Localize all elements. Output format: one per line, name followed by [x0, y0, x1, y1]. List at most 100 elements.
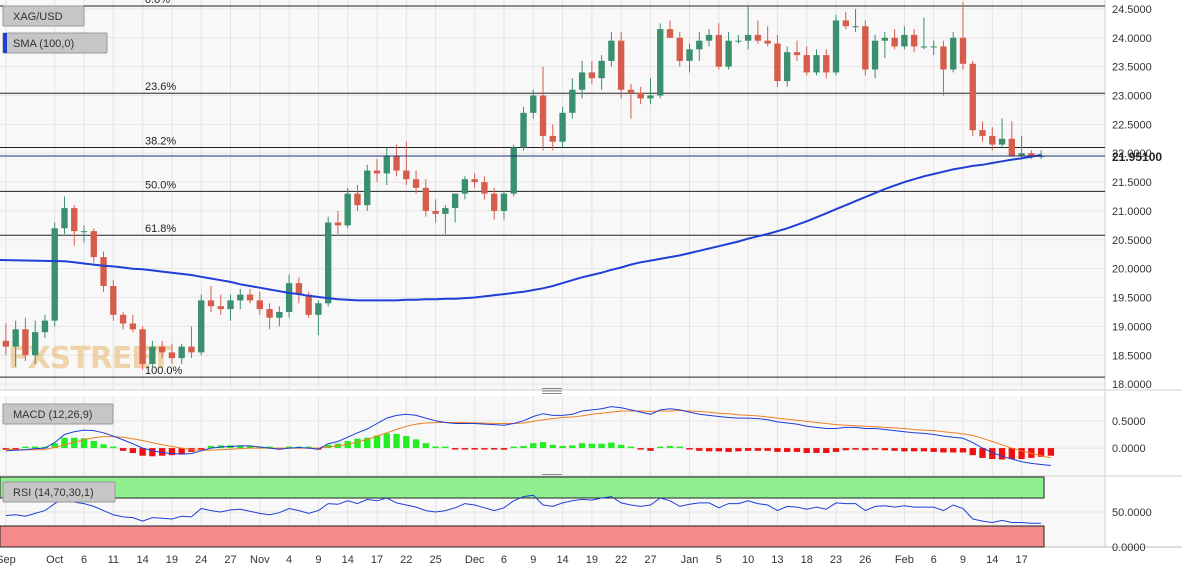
x-tick-label: 9 — [960, 554, 966, 566]
candle — [334, 210, 342, 235]
panel-resize-handle[interactable] — [542, 388, 562, 394]
macd-histogram-bar — [608, 442, 615, 449]
candle-body — [32, 332, 39, 356]
macd-histogram-bar — [901, 448, 908, 452]
macd-histogram-bar — [842, 448, 849, 451]
x-tick-label: 14 — [136, 554, 148, 566]
candle — [461, 176, 469, 200]
x-tick-label: 11 — [108, 554, 119, 566]
sma-legend[interactable]: SMA (100,0) — [2, 32, 108, 54]
macd-histogram-bar — [32, 446, 39, 449]
macd-histogram-bar — [793, 448, 801, 452]
candle — [705, 29, 713, 47]
candle — [510, 144, 517, 197]
candle — [637, 86, 644, 105]
x-tick-label: 10 — [742, 554, 754, 566]
macd-histogram-bar — [119, 448, 127, 451]
macd-histogram-bar — [51, 443, 58, 449]
candle-body — [1018, 153, 1025, 157]
macd-histogram-bar — [823, 448, 830, 453]
candle-body — [1037, 156, 1045, 158]
candle-body — [442, 208, 449, 214]
candle-body — [754, 34, 762, 41]
rsi-legend[interactable]: RSI (14,70,30,1) — [2, 481, 116, 503]
candle-body — [119, 314, 127, 324]
macd-histogram-bar — [735, 448, 742, 452]
macd-histogram-bar — [110, 446, 117, 449]
candle-body — [168, 352, 176, 359]
candle — [500, 190, 508, 220]
rsi-oversold-band — [0, 525, 1045, 548]
candle-body — [998, 138, 1006, 145]
candle — [422, 179, 430, 217]
price-ytick-label: 23.5000 — [1112, 62, 1152, 74]
x-tick-label: 22 — [615, 554, 627, 566]
candle-body — [588, 72, 596, 79]
macd-histogram-bar — [676, 446, 683, 449]
price-ytick-label: 24.5000 — [1112, 4, 1152, 16]
candle-body — [803, 55, 810, 73]
candle-body — [285, 283, 293, 312]
macd-histogram-bar — [950, 448, 957, 453]
macd-ytick-label: 0.5000 — [1112, 416, 1146, 428]
candle — [403, 141, 410, 185]
candle — [246, 288, 254, 304]
candle-body — [657, 29, 664, 96]
candle — [266, 303, 273, 330]
legend-box — [2, 481, 116, 503]
candle — [647, 78, 654, 105]
macd-histogram-bar — [451, 448, 459, 450]
candle — [2, 323, 10, 356]
macd-histogram-bar — [989, 448, 996, 459]
legend-box — [2, 403, 114, 425]
macd-histogram-bar — [764, 448, 771, 451]
macd-signal-line — [5, 409, 1052, 459]
symbol-legend[interactable]: XAG/USD — [2, 5, 85, 27]
macd-histogram-bar — [207, 445, 215, 449]
candle — [569, 78, 576, 119]
macd-histogram-bar — [530, 443, 537, 449]
candle-body — [403, 170, 410, 180]
macd-histogram-bar — [881, 448, 889, 451]
price-ytick-label: 19.5000 — [1112, 293, 1152, 305]
macd-histogram-bar — [100, 444, 107, 449]
candle — [715, 23, 723, 70]
candle — [295, 277, 303, 304]
candle-body — [793, 52, 801, 56]
macd-histogram-bar — [364, 437, 371, 449]
candle-body — [852, 26, 859, 28]
macd-legend[interactable]: MACD (12,26,9) — [2, 403, 114, 425]
candle-body — [715, 34, 723, 67]
candle — [793, 40, 801, 61]
macd-ytick-label: 0.0000 — [1112, 443, 1146, 455]
candle — [735, 34, 742, 44]
macd-histogram-bar — [930, 448, 937, 452]
macd-histogram-bar — [803, 448, 810, 453]
macd-histogram-bar — [666, 445, 674, 449]
candle-body — [334, 222, 342, 226]
x-tick-label: 13 — [771, 554, 783, 566]
macd-histogram-bar — [12, 448, 19, 450]
macd-histogram-bar — [500, 448, 508, 450]
macd-histogram-bar — [871, 448, 879, 450]
candle-body — [608, 40, 615, 61]
macd-histogram-bar — [354, 438, 361, 449]
candle-body — [227, 300, 234, 310]
candle — [950, 32, 957, 73]
candle — [256, 291, 263, 315]
macd-histogram-bar — [432, 446, 439, 449]
candle-body — [364, 170, 371, 206]
candle — [481, 176, 488, 200]
macd-histogram-bar — [510, 446, 517, 449]
candle — [559, 107, 566, 148]
candle — [920, 17, 928, 50]
candle-body — [2, 340, 10, 347]
candle-body — [246, 294, 254, 301]
candle — [364, 164, 371, 211]
macd-histogram-bar — [539, 442, 547, 449]
macd-histogram-bar — [442, 446, 449, 449]
legend-label: XAG/USD — [13, 11, 63, 23]
macd-histogram-bar — [705, 448, 713, 452]
macd-histogram-bar — [647, 448, 654, 451]
candle-body — [774, 43, 781, 82]
